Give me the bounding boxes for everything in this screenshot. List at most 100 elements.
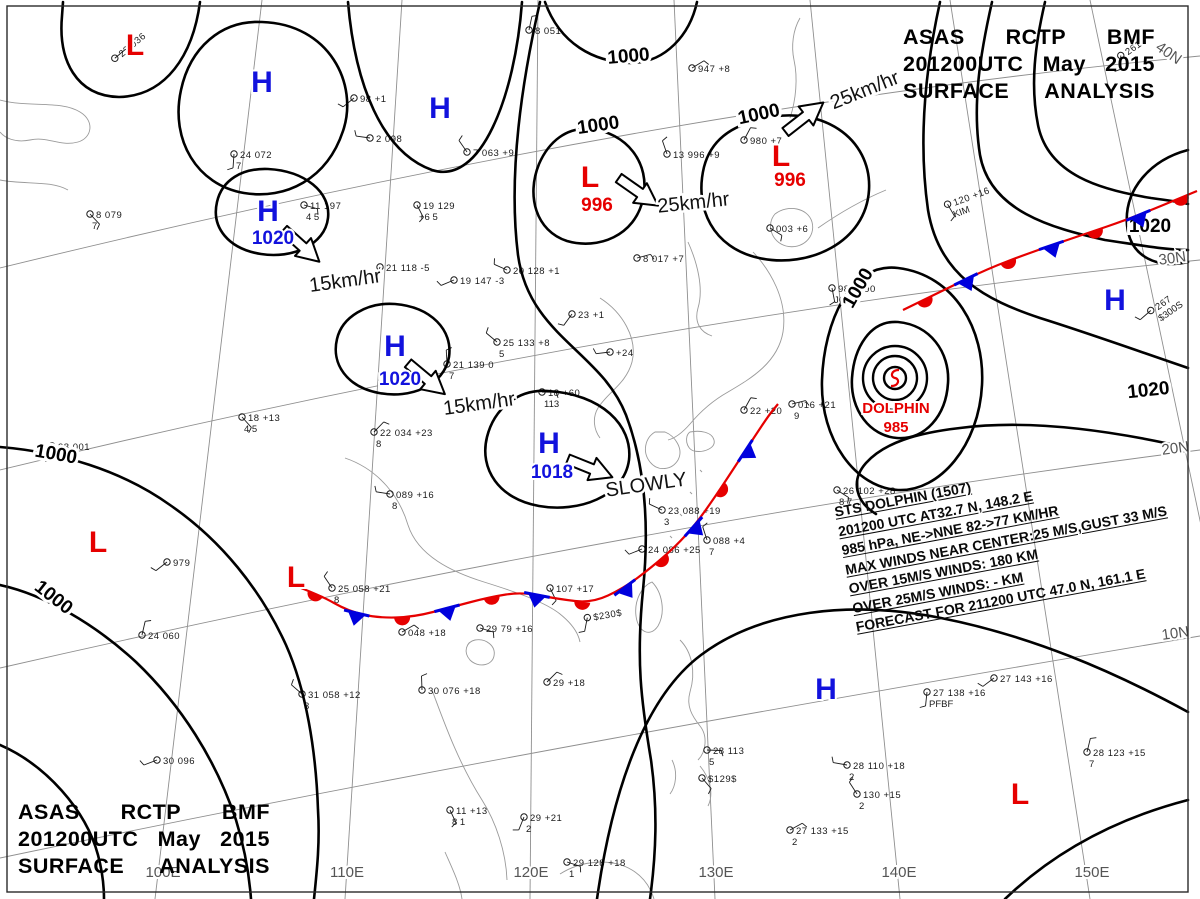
- wind-barb-icon: [479, 627, 494, 633]
- wind-barb-icon: [232, 153, 235, 168]
- warm-front-semicircle-icon: [654, 553, 669, 568]
- typhoon-ring: [861, 344, 929, 412]
- coastline: [770, 207, 814, 248]
- station-plot: 38 001: [44, 442, 90, 463]
- station-values: 27 133 +15: [796, 826, 849, 837]
- parallel-line: [0, 259, 1200, 471]
- wind-barb-icon: [401, 624, 415, 633]
- motion-arrow-icon: [565, 453, 614, 482]
- coastline: [344, 457, 581, 643]
- wind-barb-icon: [691, 60, 705, 69]
- station-circle-icon: [386, 490, 394, 498]
- low-center: L: [581, 161, 599, 194]
- coastlines: [0, 17, 887, 899]
- map-border: [6, 5, 1189, 893]
- wind-barb-icon: [925, 691, 928, 706]
- longitude-label: 150E: [1074, 864, 1109, 881]
- wind-barb-tick-icon: [662, 136, 668, 142]
- station-values: 11 197: [310, 201, 341, 212]
- station-circle-icon: [476, 624, 484, 632]
- wind-barb-icon: [376, 491, 391, 495]
- wind-barb-tick-icon: [436, 280, 442, 286]
- station-plot: 23 088 +193: [648, 498, 720, 528]
- wind-barb-icon: [546, 671, 558, 683]
- isobar-value-label: 1020: [1126, 378, 1170, 403]
- wind-barb-icon: [518, 816, 525, 831]
- station-circle-icon: [563, 858, 571, 866]
- station-circle-icon: [413, 201, 421, 209]
- station-plot: 28 123 +157: [1083, 737, 1145, 770]
- chart-title-word: May: [1042, 52, 1086, 76]
- wind-barb-icon: [702, 526, 708, 541]
- station-plot: 28 110 +182: [831, 756, 905, 783]
- wind-barb-tick-icon: [805, 400, 810, 406]
- station-values-secondary: 7: [709, 547, 714, 558]
- station-values: 29 +18: [553, 678, 585, 689]
- station-circle-icon: [1117, 51, 1125, 60]
- station-values-secondary: PFBF: [929, 699, 953, 710]
- meridian-line: [809, 0, 901, 899]
- station-circle-icon: [86, 210, 94, 218]
- station-circle-icon: [1083, 748, 1091, 756]
- warm-front-semicircle-icon: [1000, 258, 1017, 270]
- wind-barb-icon: [563, 313, 573, 326]
- pressure-center-value: 1020: [379, 369, 421, 390]
- station-values: 28 113: [713, 746, 744, 757]
- station-values: 8 079: [96, 210, 122, 221]
- station-circle-icon: [300, 201, 308, 209]
- wind-barb-icon: [584, 617, 588, 632]
- wind-barb-icon: [662, 140, 668, 155]
- motion-speed-label: SLOWLY: [604, 468, 688, 501]
- cold-front-triangle-icon: [1129, 211, 1147, 228]
- station-plot: 18 +134 5: [238, 413, 280, 435]
- isobar: [700, 114, 871, 262]
- chart-title-line: SURFACE ANALYSIS: [903, 78, 1155, 105]
- chart-title-word: BMF: [221, 800, 270, 824]
- station-values: 979: [173, 558, 190, 569]
- station-circle-icon: [740, 136, 748, 144]
- typhoon-ring: [882, 365, 908, 391]
- chart-title-line: 201200UTC May 2015: [903, 51, 1155, 78]
- cold-front-triangle-icon: [347, 610, 366, 626]
- station-plot: 22 +20: [740, 397, 782, 417]
- cold-front-triangle-icon: [617, 582, 633, 598]
- wind-barb-tick-icon: [750, 127, 757, 129]
- isobar: [595, 608, 1190, 899]
- motion-arrow-icon: [781, 101, 825, 137]
- station-circle-icon: [163, 558, 171, 566]
- wind-barb-icon: [323, 576, 333, 589]
- station-plot: 2 098: [354, 130, 402, 145]
- wind-barb-icon: [342, 97, 355, 108]
- typhoon-dolphin: DOLPHIN 985: [860, 344, 932, 438]
- station-values: 18 +13: [248, 413, 280, 424]
- station-values: 20 128 +1: [513, 266, 560, 277]
- station-values: 30 076 +18: [428, 686, 481, 697]
- high-center: H: [251, 66, 273, 99]
- wind-barb-tick-icon: [750, 397, 757, 400]
- low-center: L: [772, 140, 790, 173]
- station-values-secondary: 7: [1089, 759, 1094, 770]
- chart-title-line: 201200UTC May 2015: [18, 826, 270, 853]
- wind-barb-tick-icon: [337, 103, 344, 108]
- station-circle-icon: [376, 263, 384, 271]
- isobar: [543, 0, 699, 65]
- motion-speed-label: 15km/hr: [442, 388, 517, 420]
- station-values-secondary: 2: [859, 801, 864, 812]
- meridian-line: [949, 0, 1091, 899]
- warm-front-semicircle-icon: [307, 590, 324, 602]
- station-plot: 21 118 -5: [369, 263, 429, 281]
- station-values: 24 060: [148, 631, 180, 642]
- station-plot: 19 147 -3: [436, 276, 504, 287]
- station-plot: 088 +47: [702, 522, 745, 558]
- coastline: [679, 639, 706, 761]
- station-values: 8 017 +7: [643, 254, 684, 265]
- station-values-secondary: 8: [392, 501, 397, 512]
- station-circle-icon: [370, 428, 378, 436]
- station-values: 120 +16: [952, 185, 992, 208]
- wind-barb-icon: [982, 677, 995, 687]
- station-values: 22 +20: [750, 406, 782, 417]
- isobar: [334, 302, 451, 396]
- isobar: [1125, 148, 1190, 266]
- station-circle-icon: [698, 774, 706, 782]
